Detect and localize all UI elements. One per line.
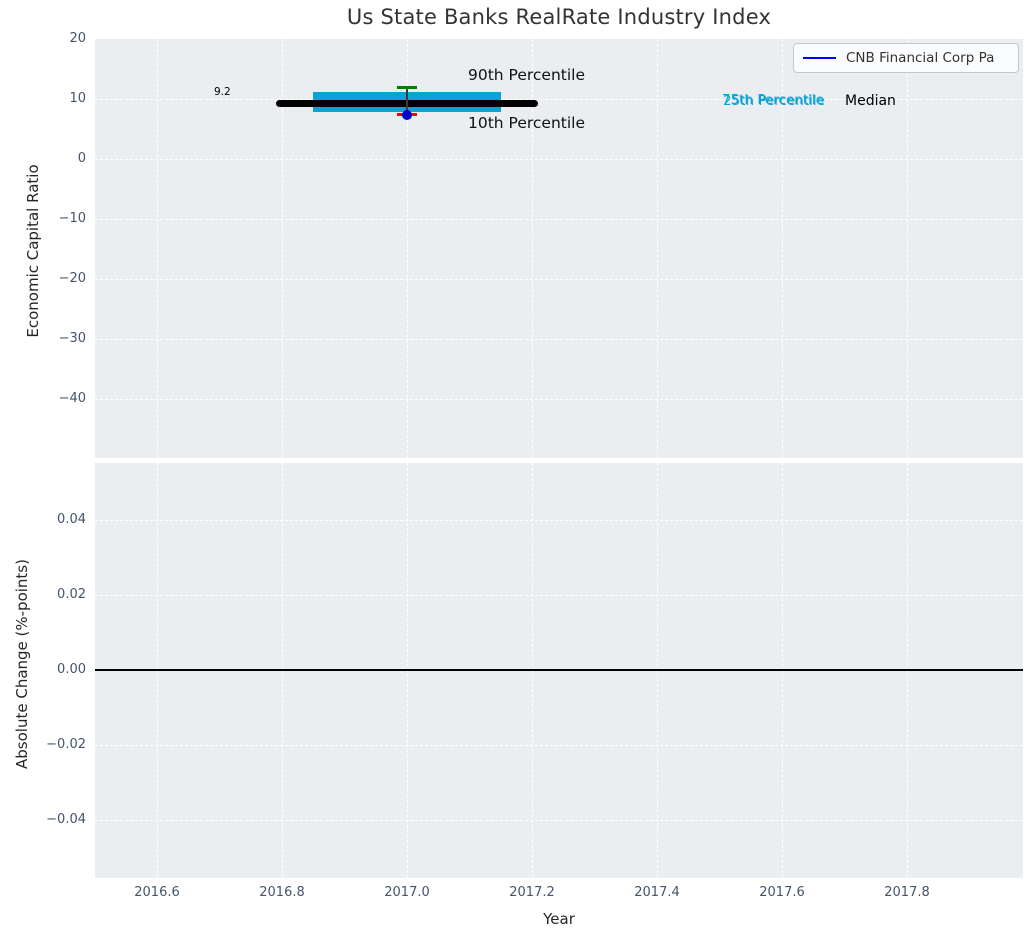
gridline-horizontal: [95, 820, 1023, 821]
median-annotation: Median: [845, 93, 896, 109]
gridline-horizontal: [95, 98, 1023, 100]
zero-change-line: [95, 669, 1023, 671]
y-tick-label: 0.00: [57, 662, 86, 677]
y-tick-label: 10: [69, 90, 86, 106]
company-data-point: [402, 110, 412, 121]
gridline-vertical: [907, 39, 908, 458]
gridline-horizontal: [95, 218, 1023, 220]
x-tick-label: 2017.4: [634, 885, 680, 900]
gridline-horizontal: [95, 158, 1023, 160]
whisker-line: [406, 87, 408, 115]
x-axis-label: Year: [543, 910, 575, 928]
x-tick-label: 2016.8: [259, 885, 305, 900]
x-tick-label: 2017.0: [384, 885, 430, 900]
percentile-90-cap: [397, 85, 417, 89]
p90-annotation: 90th Percentile: [468, 66, 586, 84]
y-tick-label: 0: [77, 150, 86, 166]
x-tick-label: 2017.8: [884, 885, 930, 900]
y-tick-label: 20: [69, 30, 86, 46]
top-plot-area: [95, 39, 1023, 458]
legend: CNB Financial Corp Pa: [793, 43, 1019, 73]
gridline-horizontal: [95, 398, 1023, 400]
y-tick-label: −40: [58, 390, 86, 406]
chart-title: Us State Banks RealRate Industry Index: [346, 5, 772, 29]
y-tick-label: 0.04: [57, 512, 86, 527]
y-tick-label: −10: [58, 210, 86, 226]
p25-annotation: 25th Percentile: [723, 93, 825, 109]
y-tick-label: −0.02: [46, 737, 86, 752]
x-tick-label: 2016.6: [134, 885, 180, 900]
median-value-annotation: 9.2: [214, 86, 231, 98]
gridline-horizontal: [95, 595, 1023, 596]
gridline-vertical: [157, 39, 158, 458]
y-tick-label: −20: [58, 270, 86, 286]
p10-annotation: 10th Percentile: [468, 114, 586, 132]
gridline-vertical: [407, 39, 408, 458]
y-tick-label: −30: [58, 330, 86, 346]
x-tick-label: 2017.6: [759, 885, 805, 900]
gridline-horizontal: [95, 520, 1023, 521]
gridline-vertical: [657, 39, 658, 458]
gridline-vertical: [782, 39, 783, 458]
p75-annotation: 75th Percentile: [722, 92, 824, 108]
gridline-vertical: [532, 39, 533, 458]
legend-label: CNB Financial Corp Pa: [846, 50, 995, 66]
y-tick-label: 0.02: [57, 587, 86, 602]
gridline-horizontal: [95, 338, 1023, 340]
gridline-vertical: [282, 39, 283, 458]
x-tick-label: 2017.2: [509, 885, 555, 900]
y-axis-label-top: Economic Capital Ratio: [24, 164, 42, 338]
y-tick-label: −0.04: [46, 812, 86, 827]
gridline-horizontal: [95, 745, 1023, 746]
legend-line-sample: [803, 57, 836, 59]
gridline-horizontal: [95, 278, 1023, 280]
